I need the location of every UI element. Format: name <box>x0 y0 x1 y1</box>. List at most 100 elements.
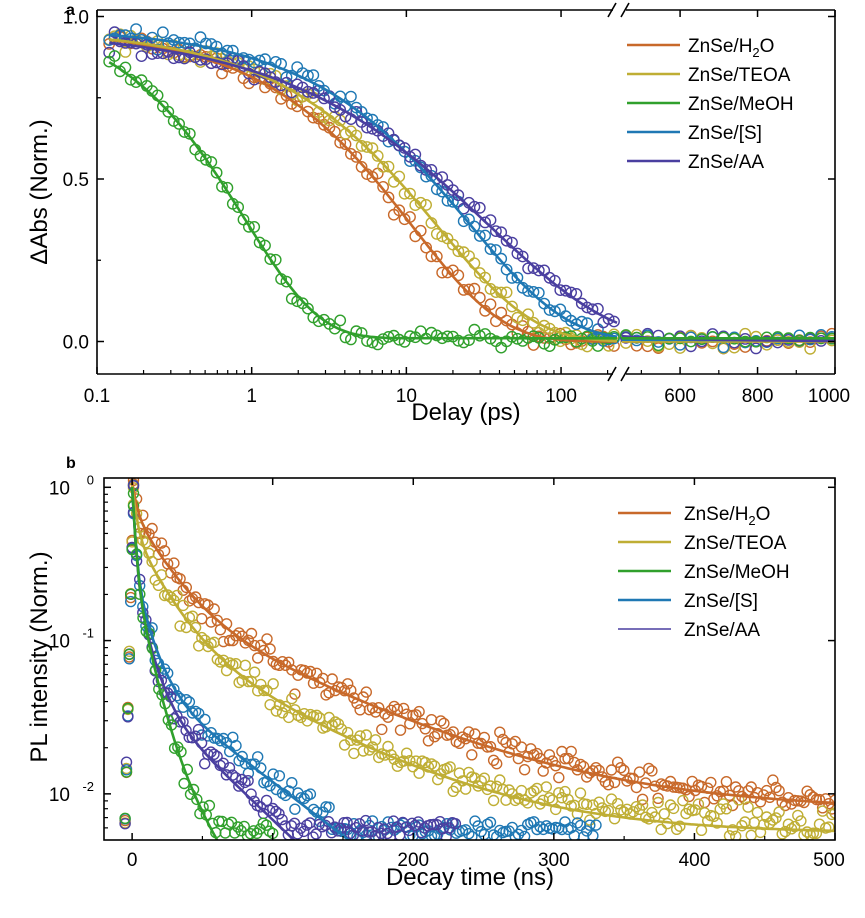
panel-b-xtick-label: 500 <box>813 850 845 871</box>
panel-a-marker <box>248 56 261 69</box>
panel-b-marker <box>674 820 686 832</box>
panel-b-frame <box>103 477 836 841</box>
panel-b-fit-line <box>130 485 835 833</box>
panel-b-marker <box>168 557 180 569</box>
panel-b-marker <box>444 761 456 773</box>
panel-a-marker <box>393 204 406 217</box>
panel-a-marker <box>554 284 567 296</box>
panel-a-marker <box>473 230 486 242</box>
panel-a-marker <box>500 286 513 299</box>
panel-a-marker <box>307 69 320 82</box>
panel-b-marker <box>571 817 584 829</box>
panel-a-xtick-label: 0.1 <box>84 386 110 407</box>
panel-a-marker <box>130 23 143 36</box>
panel-b-marker <box>373 702 385 714</box>
panel-b-marker <box>208 748 220 760</box>
panel-b-marker <box>807 827 819 839</box>
panel-a-marker <box>441 330 454 343</box>
panel-b-marker <box>348 747 360 760</box>
panel-a-marker <box>108 26 121 39</box>
panel-a-marker <box>350 325 363 338</box>
panel-b-marker <box>123 653 136 665</box>
panel-b-marker <box>773 785 785 797</box>
legend-subscript: 2 <box>748 513 755 528</box>
panel-b-marker <box>720 803 733 815</box>
panel-b-marker <box>369 734 382 746</box>
panel-a-marker <box>361 141 373 153</box>
panel-b-marker <box>264 643 276 655</box>
panel-b-marker <box>779 825 791 838</box>
panel-b-marker <box>304 817 316 829</box>
panel-b-marker <box>289 803 301 815</box>
panel-a-marker <box>511 271 524 284</box>
panel-b-marker <box>528 785 540 797</box>
panel-a-marker <box>473 329 486 342</box>
panel-b-marker <box>466 749 478 761</box>
panel-b-y-axis-title: PL intensity (Norm.) <box>26 551 53 762</box>
panel-a-marker <box>495 252 508 265</box>
panel-b-marker <box>540 781 552 793</box>
panel-b-marker <box>267 678 279 690</box>
panel-b-marker <box>590 762 602 774</box>
panel-b-marker <box>562 752 574 765</box>
panel-a-marker <box>430 250 443 263</box>
panel-a-marker <box>210 166 223 179</box>
panel-b-legend-label: ZnSe/[S] <box>684 591 758 612</box>
panel-b-marker <box>311 709 323 721</box>
legend-text: ZnSe/[S] <box>684 591 758 612</box>
panel-a-marker <box>404 150 416 163</box>
panel-b-marker <box>180 581 193 594</box>
panel-a-x-axis-title: Delay (ps) <box>411 399 520 426</box>
panel-b-marker <box>341 816 353 829</box>
panel-b-marker <box>208 636 220 648</box>
panel-b-fit-line <box>130 487 351 840</box>
panel-b-marker <box>354 730 366 742</box>
panel-a-marker <box>452 189 465 202</box>
panel-a-marker <box>468 220 481 233</box>
legend-text: ZnSe/H <box>684 504 748 525</box>
panel-b-marker <box>646 765 658 777</box>
panel-b-marker <box>301 819 313 831</box>
panel-b-marker <box>664 799 677 811</box>
panel-b-marker <box>199 713 211 726</box>
panel-b-marker <box>353 818 366 830</box>
panel-a-marker <box>135 50 148 62</box>
panel-b-marker <box>260 819 273 831</box>
panel-b-marker <box>770 781 782 794</box>
panel-a-legend-label: ZnSe/MeOH <box>688 94 794 115</box>
panel-b-marker <box>123 648 136 661</box>
panel-b-marker <box>559 785 571 798</box>
panel-a-marker <box>242 220 255 233</box>
panel-b-marker <box>228 827 241 839</box>
panel-a-marker <box>516 250 529 263</box>
panel-b-marker <box>120 766 133 778</box>
panel-b-marker <box>568 756 580 769</box>
panel-b-marker <box>332 825 344 837</box>
panel-b-marker <box>466 830 478 840</box>
panel-b-marker <box>286 777 298 789</box>
panel-b-marker <box>140 537 152 549</box>
panel-b-marker <box>311 667 323 679</box>
panel-a-marker <box>500 263 513 276</box>
panel-a-marker <box>382 191 395 204</box>
panel-b-marker <box>515 824 528 837</box>
panel-b-marker <box>667 802 680 815</box>
panel-b-marker <box>751 806 764 819</box>
panel-a-marker <box>285 292 298 305</box>
panel-b-marker <box>475 775 487 787</box>
panel-a-marker <box>194 31 207 44</box>
panel-b-marker <box>767 774 779 786</box>
panel-a-marker <box>495 306 508 319</box>
panel-b-marker <box>562 793 574 806</box>
panel-b-marker <box>119 818 131 830</box>
panel-a-marker <box>108 50 121 62</box>
panel-a-ytick-label: 1.0 <box>63 8 89 29</box>
panel-b-marker <box>242 775 254 787</box>
panel-b-marker <box>205 727 217 739</box>
panel-a-marker <box>350 129 363 142</box>
panel-a-marker <box>162 105 175 118</box>
panel-b-marker <box>518 830 531 840</box>
panel-b-marker <box>652 796 664 809</box>
panel-b-marker <box>636 793 649 805</box>
panel-b-marker <box>320 689 332 701</box>
